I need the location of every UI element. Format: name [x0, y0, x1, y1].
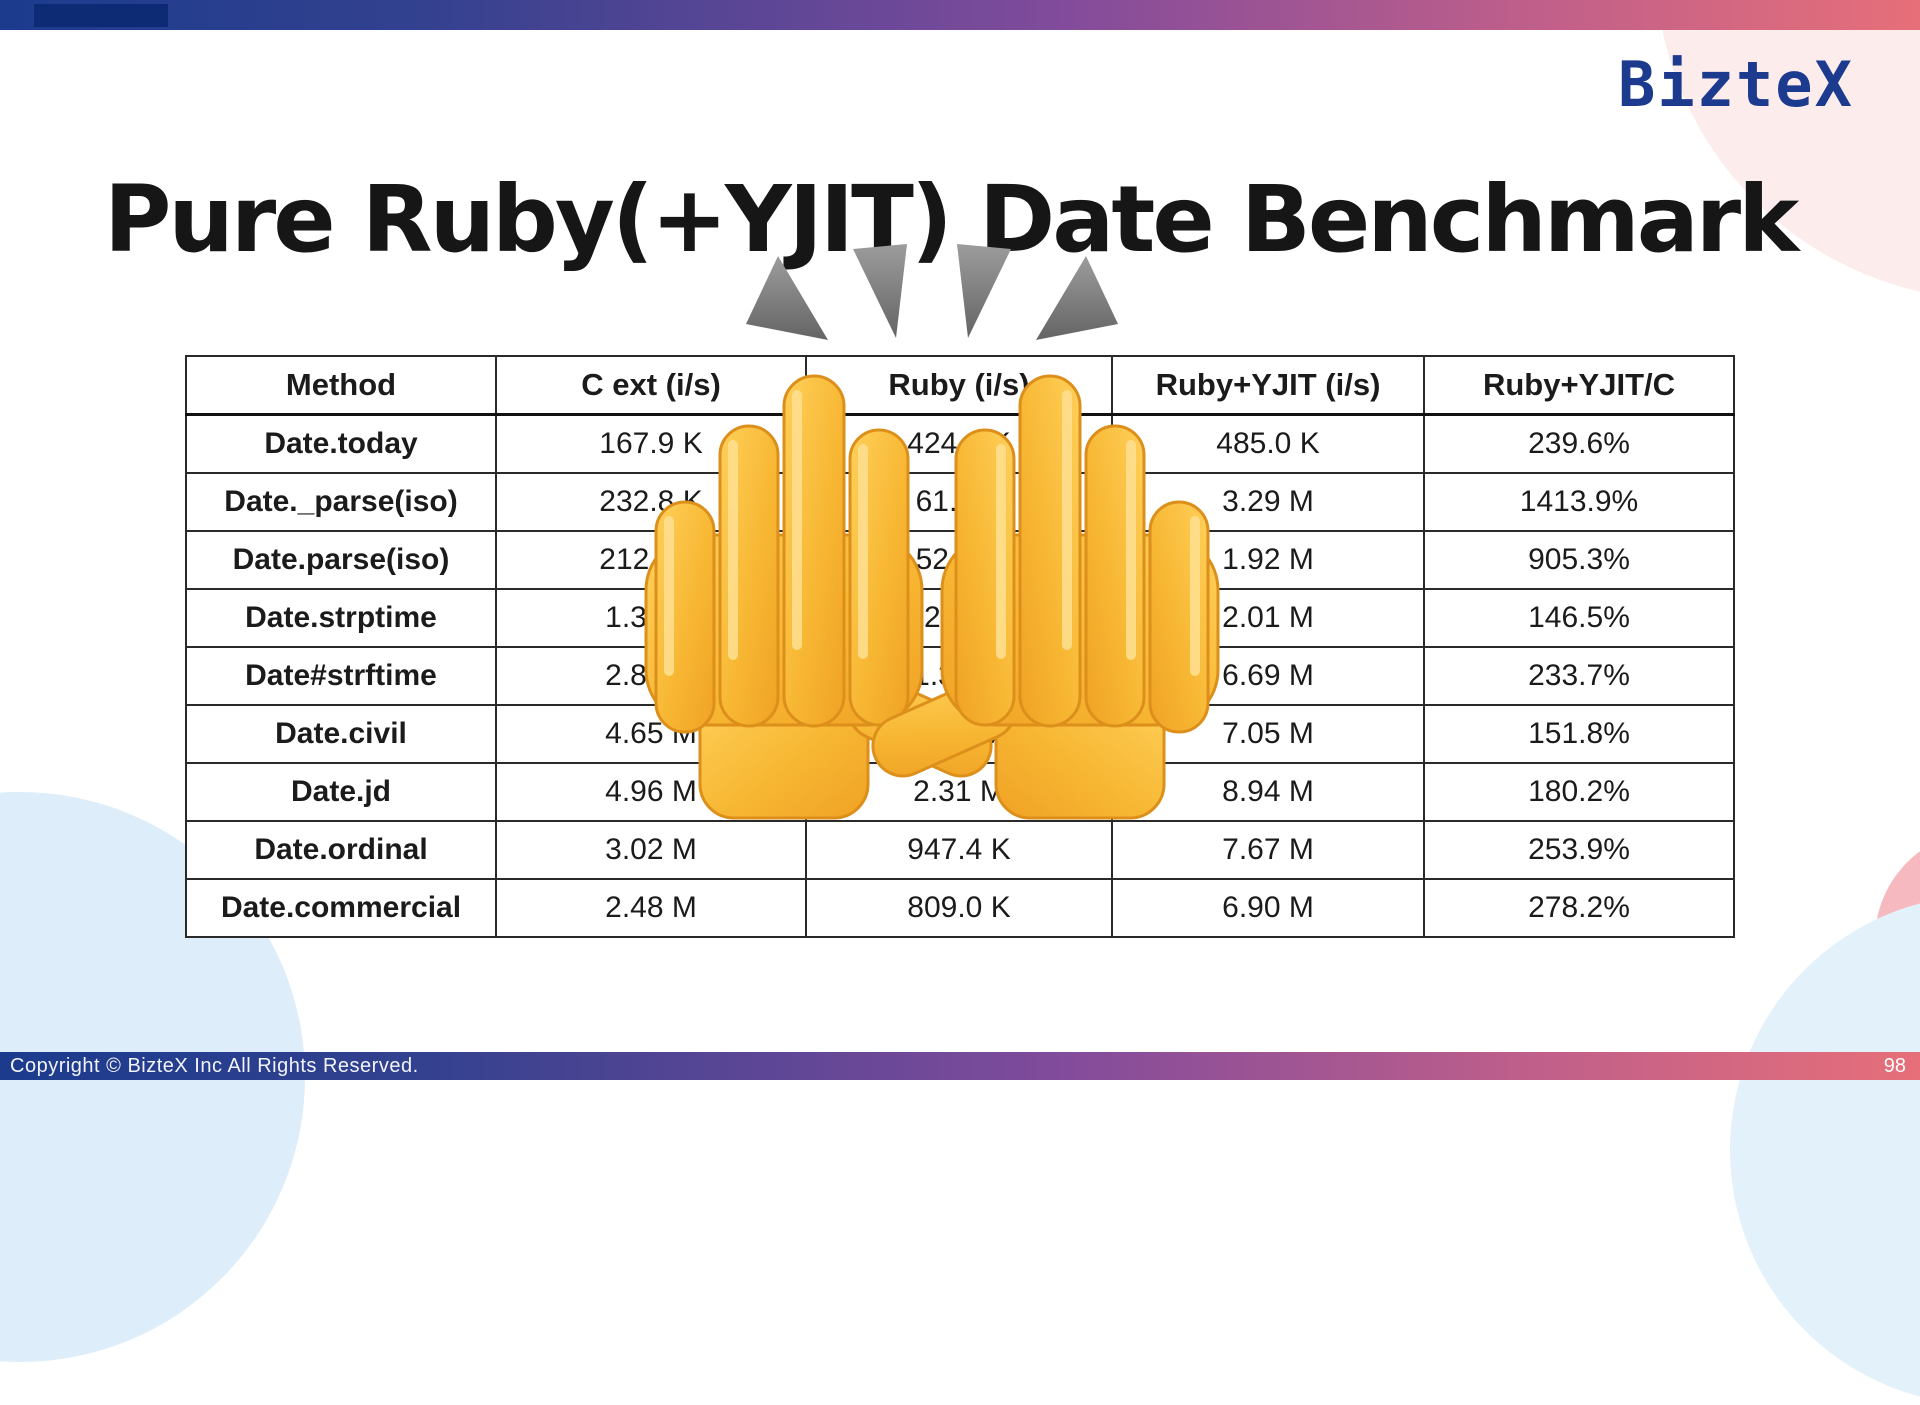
value-cell: 2.48 M — [495, 878, 807, 938]
method-cell: Date.ordinal — [185, 820, 497, 880]
top-gradient-bar — [0, 0, 1920, 30]
table-row: Date.ordinal 3.02 M 947.4 K 7.67 M 253.9… — [185, 820, 1735, 880]
value-cell: 809.0 K — [805, 878, 1113, 938]
column-header-cext: C ext (i/s) — [495, 355, 807, 416]
value-cell: 278.2% — [1423, 878, 1735, 938]
celebration-rays — [746, 244, 1118, 340]
page-title: Pure Ruby(+YJIT) Date Benchmark — [104, 165, 1799, 273]
footer-bar: Copyright © BizteX Inc All Rights Reserv… — [0, 1052, 1920, 1080]
column-header-ratio: Ruby+YJIT/C — [1423, 355, 1735, 416]
method-cell: Date.strptime — [185, 588, 497, 648]
value-cell: 6.90 M — [1111, 878, 1425, 938]
method-cell: Date.jd — [185, 762, 497, 822]
value-cell: 3.02 M — [495, 820, 807, 880]
value-cell: 2.01 M — [1111, 588, 1425, 648]
column-header-yjit: Ruby+YJIT (i/s) — [1111, 355, 1425, 416]
raising-hands-emoji — [644, 244, 1220, 820]
method-cell: Date._parse(iso) — [185, 472, 497, 532]
method-cell: Date.commercial — [185, 878, 497, 938]
value-cell: 233.7% — [1423, 646, 1735, 706]
decor-circle-bottom-right — [1730, 895, 1920, 1405]
method-cell: Date#strftime — [185, 646, 497, 706]
page-number: 98 — [1883, 1054, 1906, 1077]
value-cell: 146.5% — [1423, 588, 1735, 648]
value-cell: 1413.9% — [1423, 472, 1735, 532]
table-row: Date.commercial 2.48 M 809.0 K 6.90 M 27… — [185, 878, 1735, 938]
value-cell: 180.2% — [1423, 762, 1735, 822]
method-cell: Date.parse(iso) — [185, 530, 497, 590]
copyright-text: Copyright © BizteX Inc All Rights Reserv… — [10, 1054, 419, 1077]
column-header-method: Method — [185, 355, 497, 416]
method-cell: Date.civil — [185, 704, 497, 764]
method-cell: Date.today — [185, 413, 497, 474]
value-cell: 151.8% — [1423, 704, 1735, 764]
top-bar-accent-block — [34, 4, 168, 27]
value-cell: 253.9% — [1423, 820, 1735, 880]
biztex-logo: BizteX — [1618, 48, 1854, 121]
value-cell: 905.3% — [1423, 530, 1735, 590]
value-cell: 7.67 M — [1111, 820, 1425, 880]
value-cell: 239.6% — [1423, 413, 1735, 474]
value-cell: 947.4 K — [805, 820, 1113, 880]
table-header-row: Method C ext (i/s) Ruby (i/s) Ruby+YJIT … — [185, 355, 1735, 416]
